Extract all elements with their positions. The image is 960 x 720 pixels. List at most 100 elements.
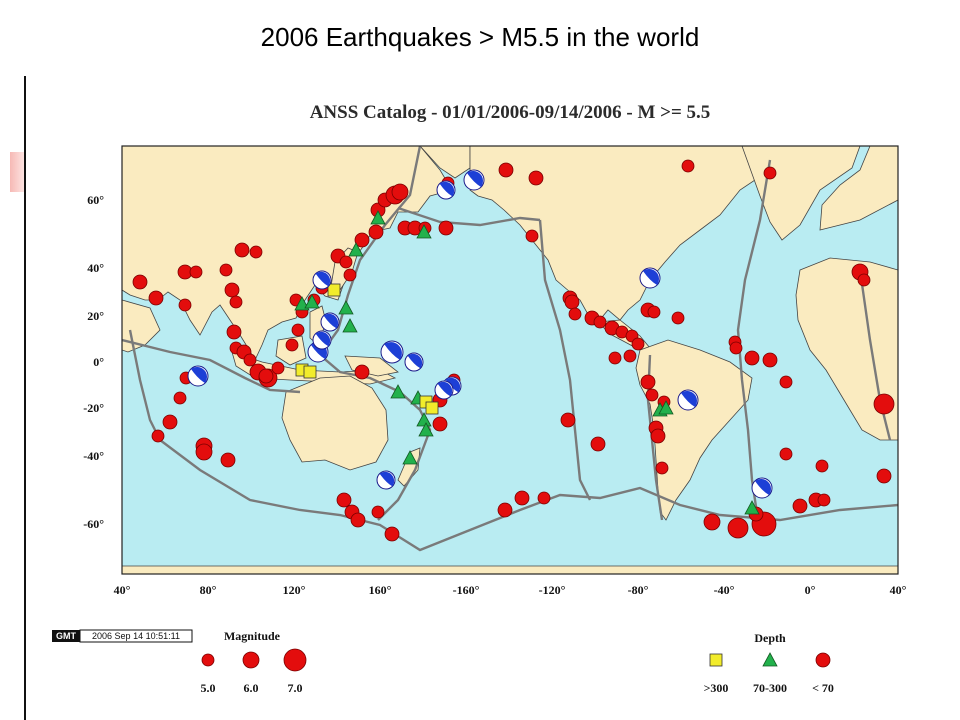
quake-marker-shallow [779, 375, 793, 389]
quake-marker-shallow [703, 513, 721, 531]
lat-tick-label: -20° [83, 401, 104, 415]
quake-marker-shallow [336, 492, 352, 508]
focal-mechanism-marker [751, 477, 773, 499]
focal-mechanism-marker [312, 270, 332, 290]
quake-marker-shallow [432, 416, 448, 432]
quake-marker-shallow [371, 505, 385, 519]
quake-marker-shallow [291, 323, 305, 337]
plate-boundary-mid-atlantic [736, 159, 772, 521]
focal-mechanism-marker [639, 267, 661, 289]
quake-marker-shallow [514, 490, 530, 506]
landmass-antarctica [122, 565, 898, 574]
lon-tick-label: 0° [805, 583, 816, 597]
landmass-africa [795, 257, 898, 441]
legend: GMT 2006 Sep 14 10:51:11 Magnitude 5.0 6… [52, 629, 834, 695]
lat-tick-label: 20° [87, 309, 104, 323]
quake-marker-shallow [593, 315, 607, 329]
quake-marker-shallow [671, 311, 685, 325]
quake-marker-intermediate [418, 422, 434, 437]
gmt-timestamp: 2006 Sep 14 10:51:11 [92, 631, 180, 641]
landmass-australia [281, 375, 389, 471]
quake-marker-shallow [873, 393, 895, 415]
depth-legend-title: Depth [754, 631, 786, 645]
lon-tick-label: 160° [369, 583, 392, 597]
quake-marker-shallow [729, 341, 743, 355]
quake-marker-shallow [249, 245, 263, 259]
focal-mechanism-marker [463, 169, 485, 191]
focal-mechanism-quadrant [315, 271, 331, 287]
focal-mechanism-marker [320, 312, 340, 332]
landmass-eurasia [122, 146, 453, 361]
quake-marker-intermediate [338, 300, 354, 315]
lon-tick-label: -80° [628, 583, 649, 597]
left-divider [24, 76, 26, 720]
quake-marker-intermediate [304, 294, 320, 309]
gmt-stamp-box [79, 629, 193, 643]
landmass-south-america [635, 339, 753, 521]
focal-mechanism-marker [380, 340, 404, 364]
quake-marker-shallow [525, 229, 539, 243]
quake-marker-shallow [590, 436, 606, 452]
quake-marker-shallow [220, 452, 236, 468]
focal-mechanism-quadrant [407, 353, 423, 369]
quake-marker-shallow [497, 502, 513, 518]
quake-marker-shallow [219, 263, 233, 277]
quake-marker-deep [425, 401, 439, 415]
magnitude-6-marker [242, 651, 260, 669]
magnitude-label: 6.0 [244, 681, 259, 695]
quake-marker-shallow [655, 461, 669, 475]
quake-marker-shallow [792, 498, 808, 514]
landmass-ne-siberia [419, 146, 471, 179]
longitude-axis: 40° 80° 120° 160° -160° -120° -80° -40° … [114, 583, 907, 597]
lon-tick-label: 40° [114, 583, 131, 597]
quake-marker-shallow [763, 166, 777, 180]
quake-marker-shallow [498, 162, 514, 178]
quake-marker-shallow [568, 307, 582, 321]
focal-mechanism-quadrant [323, 313, 339, 329]
quake-marker-shallow [640, 374, 656, 390]
quake-marker-deep [327, 283, 341, 297]
quake-marker-shallow [162, 414, 178, 430]
landmass-north-america [469, 146, 771, 323]
focal-mechanism-marker [677, 389, 699, 411]
quake-marker-intermediate [390, 384, 406, 399]
quake-marker-shallow [243, 353, 257, 367]
quake-marker-shallow [645, 388, 659, 402]
quake-marker-shallow [817, 493, 831, 507]
quake-marker-shallow [623, 349, 637, 363]
focal-mechanism-quadrant [681, 390, 698, 407]
quake-marker-shallow [178, 298, 192, 312]
lon-tick-label: 80° [200, 583, 217, 597]
quake-marker-shallow [189, 265, 203, 279]
plate-boundary-southern [159, 439, 898, 552]
left-accent-bar [10, 152, 24, 192]
quake-marker-shallow [354, 232, 370, 248]
focal-mechanism-quadrant [445, 377, 461, 393]
plate-boundary-indo-australian [122, 338, 301, 394]
land-layer [122, 146, 898, 574]
quake-marker-shallow [876, 468, 892, 484]
lat-tick-label: -60° [83, 517, 104, 531]
quake-marker-shallow [762, 352, 778, 368]
lon-tick-label: -120° [539, 583, 566, 597]
lat-tick-label: 40° [87, 261, 104, 275]
focal-mechanism-marker [436, 180, 456, 200]
earthquake-markers [132, 159, 895, 542]
quake-marker-shallow [354, 364, 370, 380]
lat-tick-label: 0° [93, 355, 104, 369]
lon-tick-label: -160° [453, 583, 480, 597]
quake-marker-shallow [537, 491, 551, 505]
plate-boundary-aleutian [397, 206, 541, 227]
quake-marker-shallow [564, 294, 580, 310]
quake-marker-intermediate [348, 242, 364, 257]
focal-mechanism-marker [434, 380, 454, 400]
quake-marker-shallow [226, 324, 242, 340]
quake-marker-shallow [132, 274, 148, 290]
magnitude-7-marker [283, 648, 307, 672]
quake-marker-shallow [438, 220, 454, 236]
quake-marker-shallow [339, 255, 353, 269]
focal-mechanism-marker [376, 470, 396, 490]
map-frame [121, 145, 899, 575]
quake-marker-shallow [647, 305, 661, 319]
